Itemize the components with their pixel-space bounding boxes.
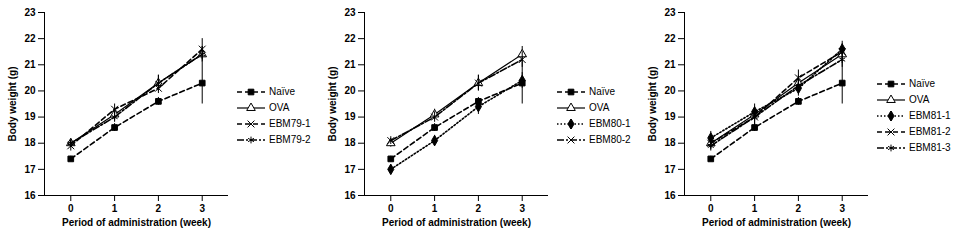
svg-text:2: 2 bbox=[796, 203, 802, 214]
svg-text:17: 17 bbox=[344, 164, 356, 175]
svg-text:23: 23 bbox=[24, 7, 36, 18]
html-text:Naïve: Naïve bbox=[589, 86, 616, 97]
svg-text:0: 0 bbox=[708, 203, 714, 214]
svg-text:Period of administration (week: Period of administration (week) bbox=[62, 217, 211, 228]
html-text:EBM80-1: EBM80-1 bbox=[589, 118, 631, 129]
svg-text:20: 20 bbox=[24, 85, 36, 96]
html-text:EBM81-3: EBM81-3 bbox=[909, 142, 951, 153]
svg-text:Period of administration (week: Period of administration (week) bbox=[382, 217, 531, 228]
html-text:EBM81-1: EBM81-1 bbox=[909, 110, 951, 121]
svg-text:1: 1 bbox=[752, 203, 758, 214]
svg-text:16: 16 bbox=[344, 190, 356, 201]
html-text:OVA: OVA bbox=[269, 102, 290, 113]
svg-text:18: 18 bbox=[664, 137, 676, 148]
svg-text:18: 18 bbox=[24, 137, 36, 148]
svg-text:3: 3 bbox=[199, 203, 205, 214]
svg-text:Body weight (g): Body weight (g) bbox=[327, 67, 338, 142]
svg-text:17: 17 bbox=[24, 164, 36, 175]
svg-text:23: 23 bbox=[344, 7, 356, 18]
html-text:EBM79-2: EBM79-2 bbox=[269, 134, 311, 145]
svg-text:18: 18 bbox=[344, 137, 356, 148]
svg-text:0: 0 bbox=[68, 203, 74, 214]
svg-text:1: 1 bbox=[432, 203, 438, 214]
svg-text:17: 17 bbox=[664, 164, 676, 175]
html-text:EBM81-2: EBM81-2 bbox=[909, 126, 951, 137]
svg-text:16: 16 bbox=[24, 190, 36, 201]
html-text:Naïve: Naïve bbox=[269, 86, 296, 97]
svg-text:23: 23 bbox=[664, 7, 676, 18]
svg-text:21: 21 bbox=[24, 59, 36, 70]
svg-text:22: 22 bbox=[344, 33, 356, 44]
svg-text:19: 19 bbox=[24, 111, 36, 122]
html-text:EBM79-1: EBM79-1 bbox=[269, 118, 311, 129]
svg-text:19: 19 bbox=[344, 111, 356, 122]
svg-text:Period of administration (week: Period of administration (week) bbox=[702, 217, 851, 228]
svg-text:21: 21 bbox=[664, 59, 676, 70]
html-text:Naïve: Naïve bbox=[909, 78, 936, 89]
svg-text:1: 1 bbox=[112, 203, 118, 214]
svg-text:Body weight (g): Body weight (g) bbox=[7, 67, 18, 142]
svg-text:22: 22 bbox=[664, 33, 676, 44]
svg-text:2: 2 bbox=[156, 203, 162, 214]
svg-text:19: 19 bbox=[664, 111, 676, 122]
svg-text:16: 16 bbox=[664, 190, 676, 201]
svg-text:Body weight (g): Body weight (g) bbox=[647, 67, 658, 142]
html-text:OVA: OVA bbox=[909, 94, 930, 105]
html-text:EBM80-2: EBM80-2 bbox=[589, 134, 631, 145]
svg-text:21: 21 bbox=[344, 59, 356, 70]
svg-text:3: 3 bbox=[519, 203, 525, 214]
html-text:OVA: OVA bbox=[589, 102, 610, 113]
svg-text:2: 2 bbox=[476, 203, 482, 214]
svg-text:0: 0 bbox=[388, 203, 394, 214]
svg-text:22: 22 bbox=[24, 33, 36, 44]
svg-text:20: 20 bbox=[664, 85, 676, 96]
svg-text:3: 3 bbox=[839, 203, 845, 214]
svg-text:20: 20 bbox=[344, 85, 356, 96]
